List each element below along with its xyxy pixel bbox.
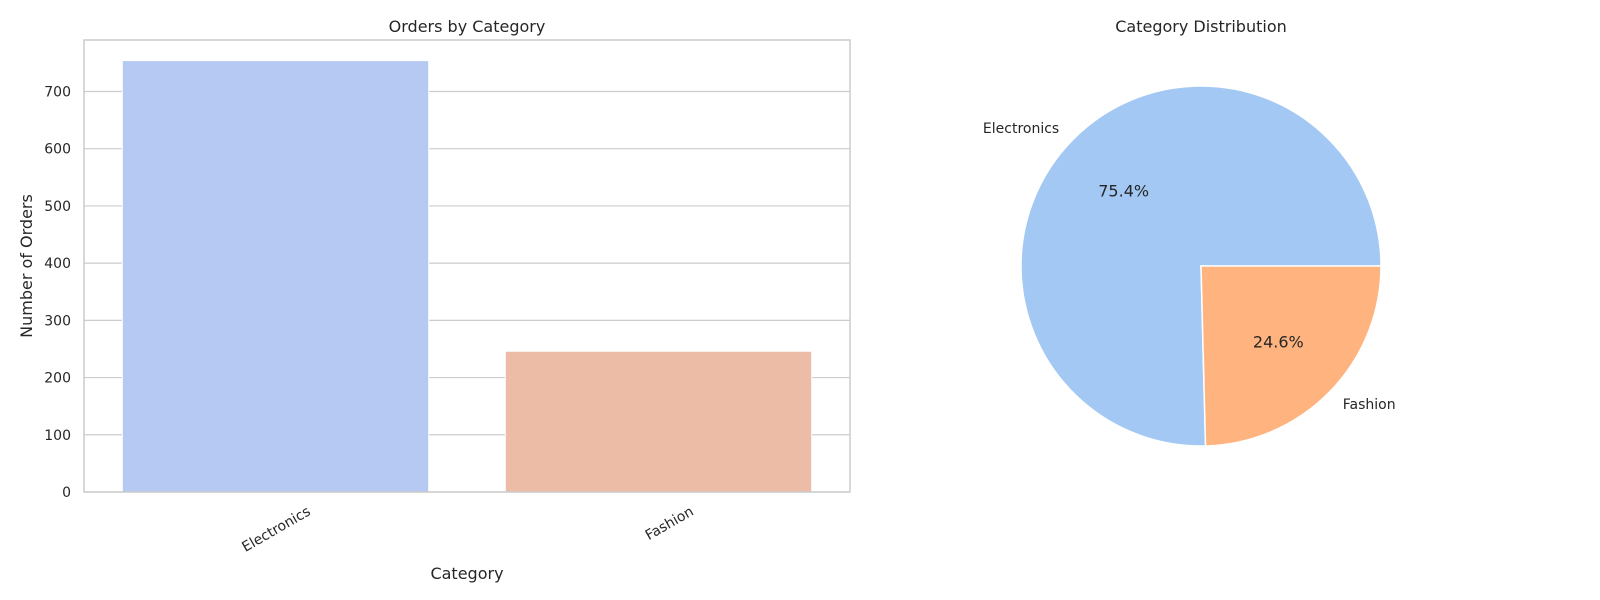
bar-bars bbox=[121, 60, 813, 493]
bar-plot-frame bbox=[83, 39, 851, 493]
pie-pct-fashion: 24.6% bbox=[1253, 332, 1304, 351]
bar-chart: Orders by Category 0 100 200 300 400 500 600 70… bbox=[17, 17, 851, 583]
bar-y-tick-label: 400 bbox=[44, 256, 71, 272]
bar-y-tick-label: 600 bbox=[44, 142, 71, 158]
pie-label-electronics: Electronics bbox=[983, 121, 1059, 137]
bar-chart-title: Orders by Category bbox=[389, 17, 546, 36]
bar-y-axis-label: Number of Orders bbox=[17, 194, 36, 338]
pie-slice-electronics bbox=[1020, 85, 1382, 447]
pie-labels: Electronics 75.4% Fashion 24.6% bbox=[983, 121, 1396, 413]
bar-x-tick-label: Electronics bbox=[239, 504, 313, 556]
pie-slice-fashion bbox=[1200, 265, 1382, 447]
bar-y-ticks: 0 100 200 300 400 500 600 700 bbox=[44, 84, 71, 501]
bar-x-tick-label: Fashion bbox=[643, 504, 697, 544]
bar-fashion bbox=[504, 350, 813, 493]
pie-slices bbox=[1020, 85, 1382, 447]
bar-y-tick-label: 200 bbox=[44, 371, 71, 387]
pie-pct-electronics: 75.4% bbox=[1098, 182, 1149, 201]
bar-y-tick-label: 100 bbox=[44, 428, 71, 444]
bar-x-axis-label: Category bbox=[430, 564, 503, 583]
bar-y-tick-label: 0 bbox=[62, 485, 71, 501]
bar-y-tick-label: 300 bbox=[44, 313, 71, 329]
bar-y-tick-label: 500 bbox=[44, 199, 71, 215]
pie-label-fashion: Fashion bbox=[1343, 397, 1396, 413]
pie-chart-title: Category Distribution bbox=[1115, 17, 1287, 36]
pie-chart: Category Distribution Electronics 75.4% Fa… bbox=[983, 17, 1396, 447]
bar-electronics bbox=[121, 60, 430, 493]
bar-y-tick-label: 700 bbox=[44, 84, 71, 100]
bar-x-ticks: Electronics Fashion bbox=[239, 504, 696, 556]
